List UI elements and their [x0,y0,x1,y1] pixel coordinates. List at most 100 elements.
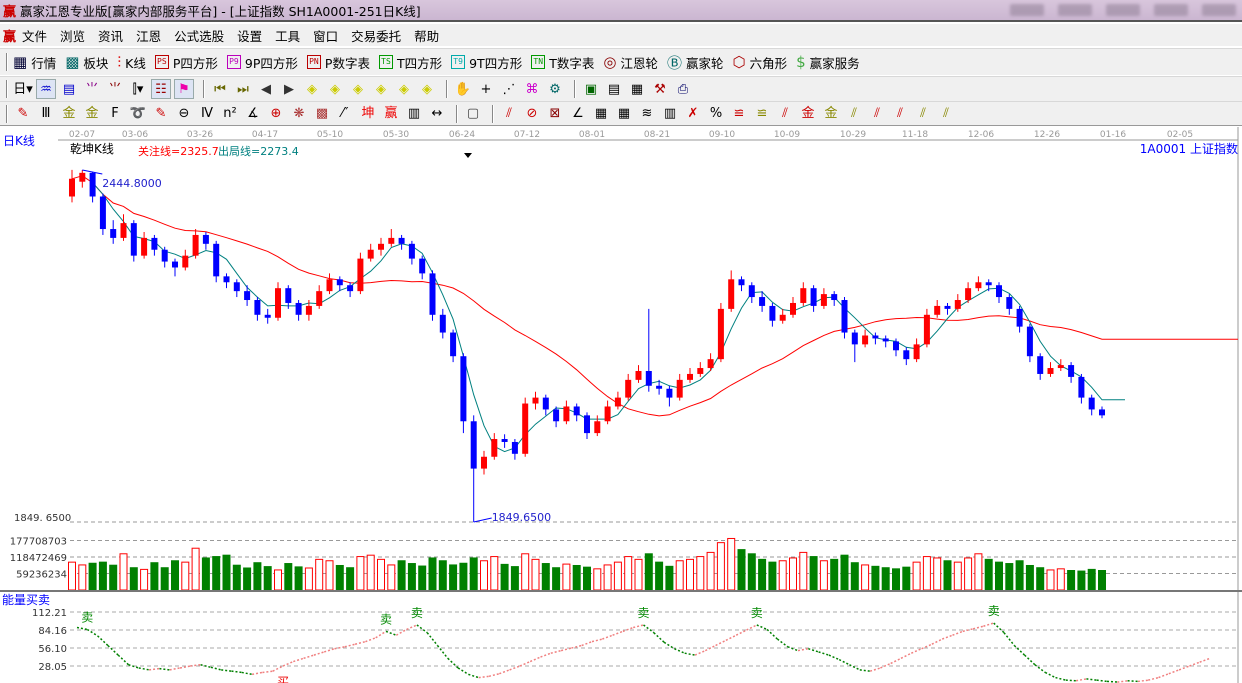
volume-bar[interactable] [778,560,787,591]
volume-bar[interactable] [232,564,241,591]
candle[interactable] [223,276,230,283]
pen-icon[interactable]: ✎ [17,106,29,121]
menu-item[interactable]: 交易委托 [351,28,402,44]
candle[interactable] [635,370,642,380]
wave3-icon[interactable]: ⺌ [85,81,99,97]
fan6-icon[interactable]: ⫽ [897,106,903,121]
volume-bar[interactable] [902,566,911,591]
volume-bar[interactable] [583,566,591,591]
volume-bar[interactable] [1087,568,1096,591]
kun-icon[interactable]: 坤 [361,106,375,121]
candle[interactable] [707,359,714,369]
candle[interactable] [470,421,477,469]
candle[interactable] [130,223,137,256]
candle[interactable] [913,344,920,360]
toolbar-button-t9[interactable]: T9 9T四方形 [451,53,522,72]
candle[interactable] [934,305,941,315]
volume-bar[interactable] [469,557,478,591]
candle[interactable] [110,229,117,238]
volume-bar[interactable] [706,551,715,591]
table2-icon[interactable]: ▦ [594,106,608,121]
menu-item[interactable]: 文件 [22,28,48,44]
candle[interactable] [439,314,446,333]
volume-bar[interactable] [418,565,427,591]
candle[interactable] [202,234,209,244]
volume-bar[interactable] [480,560,488,591]
candle[interactable] [1037,356,1044,374]
volume-bar[interactable] [974,553,983,591]
toolbar-button-tn[interactable]: TN T数字表 [531,53,594,72]
candle[interactable] [357,258,364,292]
menu-item[interactable]: 浏览 [60,28,86,44]
candle[interactable] [841,300,848,333]
volume-bar[interactable] [758,558,767,591]
volume-bar[interactable] [789,557,797,591]
candle[interactable] [728,279,735,309]
toolbar-grip[interactable] [6,104,8,123]
volume-bar[interactable] [933,557,942,591]
volume-bar[interactable] [315,558,324,591]
candle[interactable] [151,237,158,250]
volume-bar[interactable] [201,557,210,591]
volume-bar[interactable] [665,565,674,591]
close-button[interactable] [1202,4,1236,16]
shrink-h-icon[interactable]: ◈ [376,81,386,97]
volume-bar[interactable] [335,564,344,591]
candle[interactable] [491,439,498,457]
volume-bar[interactable] [552,567,561,591]
fan-icon[interactable]: ⫽ [506,106,512,121]
volume-bar[interactable] [212,556,221,591]
volume-bar[interactable] [510,566,519,591]
expand-v-icon[interactable]: ◈ [399,81,409,97]
volume-bar[interactable] [171,560,179,591]
candle[interactable] [233,282,240,292]
volume-bar[interactable] [716,542,725,591]
candle[interactable] [295,302,302,315]
volume-bar[interactable] [150,562,159,591]
candle[interactable] [532,397,539,404]
prev-icon[interactable]: ◀ [261,81,271,97]
shrink-v-icon[interactable]: ◈ [422,81,432,97]
menu-item[interactable]: 设置 [237,28,263,44]
ying-icon[interactable]: 赢 [384,106,398,121]
candle[interactable] [893,341,899,351]
volume-bar[interactable] [562,563,571,591]
candle[interactable] [717,308,724,360]
candle[interactable] [645,370,652,386]
candle[interactable] [594,421,601,434]
gold-lines-icon[interactable]: 金 [62,106,76,121]
candle[interactable] [862,335,869,345]
period-day-icon[interactable]: 日▾ [13,81,33,97]
minimize-button[interactable] [1010,4,1044,16]
candle[interactable] [1026,326,1033,357]
volume-bar[interactable] [912,561,921,591]
volume-bar[interactable] [943,560,952,591]
ruler-icon[interactable]: ▥ [663,106,677,121]
candle[interactable] [419,258,426,274]
candle[interactable] [182,255,189,268]
gold-lines2-icon[interactable]: 金 [85,106,99,121]
calc-icon[interactable]: ▦ [630,81,644,97]
volume-bar[interactable] [655,561,664,591]
candle[interactable] [1099,409,1105,416]
candle[interactable] [996,285,1002,298]
volume-bar[interactable] [274,569,282,591]
calendar21-icon[interactable]: ▣ [584,81,598,97]
fan4-icon[interactable]: ⫽ [851,106,857,121]
box-icon[interactable]: ▢ [466,106,480,121]
cross-lines-icon[interactable]: ✗ [687,106,699,121]
volume-bar[interactable] [799,551,808,591]
n-squared-icon[interactable]: n² [223,106,237,121]
candle[interactable] [336,279,343,286]
candle[interactable] [460,356,467,422]
volume-bar[interactable] [407,563,416,591]
candle[interactable] [790,302,796,315]
candle[interactable] [192,234,199,256]
candle[interactable] [687,373,693,380]
menu-item[interactable]: 帮助 [414,28,440,44]
volume-bar[interactable] [449,564,458,591]
candle[interactable] [697,368,704,374]
maximize-button[interactable] [1106,4,1140,16]
line-tool-icon[interactable]: ⋰ [502,81,516,97]
volume-bar[interactable] [109,564,118,591]
